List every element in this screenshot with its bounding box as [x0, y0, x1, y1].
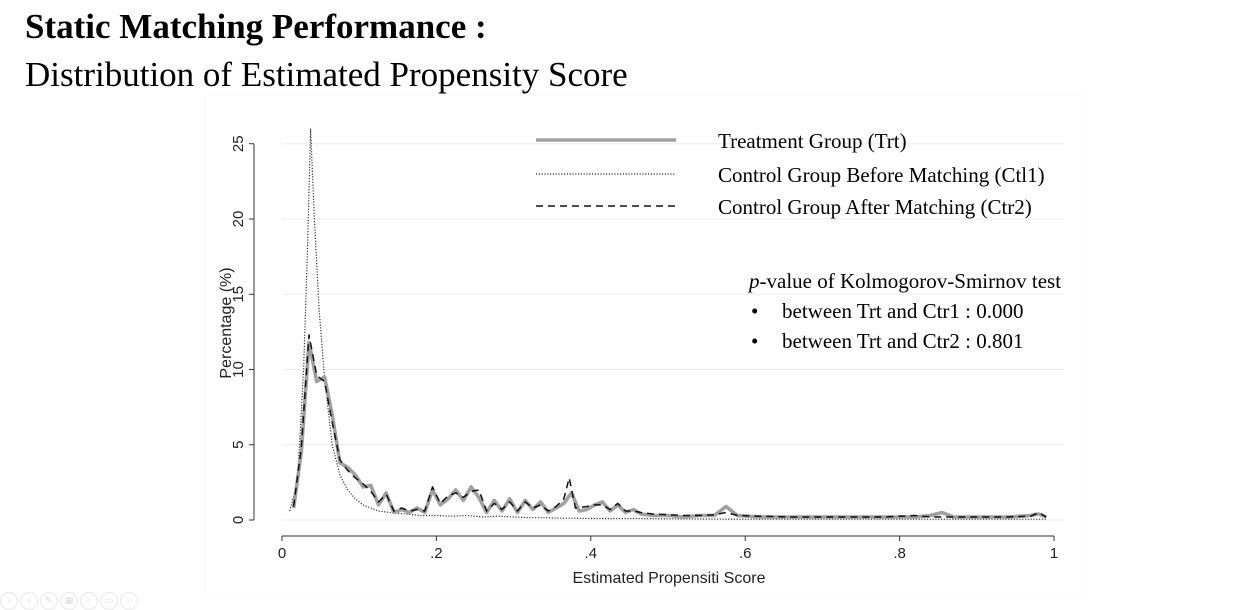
chart-panel: 0 5 10 15 20 25 0 .2 .4 .6 .8 1 Percentage (%) Esti… — [206, 96, 1084, 598]
ks-heading-italic: p — [747, 269, 760, 293]
grid-icon[interactable]: ▦ — [60, 592, 78, 610]
x-tick-label: .4 — [585, 545, 598, 562]
legend-label-control-after: Control Group After Matching (Ctr2) — [718, 195, 1032, 219]
series-lines — [289, 128, 1047, 520]
ks-bullet-marker: • — [751, 299, 758, 323]
y-tick-label: 0 — [230, 516, 247, 524]
presentation-toolbar: ‹ › ✎ ▦ ⌕ ▭ ⋯ — [0, 592, 138, 610]
legend-label-treatment: Treatment Group (Trt) — [718, 129, 907, 153]
y-tick-label: 5 — [230, 441, 247, 449]
x-tick-label: 0 — [278, 545, 286, 562]
previous-icon[interactable]: ‹ — [0, 592, 18, 610]
next-icon[interactable]: › — [20, 592, 38, 610]
slides-icon[interactable]: ▭ — [100, 592, 118, 610]
zoom-icon[interactable]: ⌕ — [80, 592, 98, 610]
y-tick-label: 10 — [230, 361, 247, 378]
ks-result-trt-ctr2: between Trt and Ctr2 : 0.801 — [782, 329, 1024, 353]
chart-legend: Treatment Group (Trt) Control Group Befo… — [536, 129, 1045, 219]
ks-bullet-marker: • — [751, 329, 758, 353]
series-line-solid — [291, 340, 1047, 519]
x-tick-label: .6 — [739, 545, 752, 562]
x-axis-title: Estimated Propensiti Score — [573, 570, 766, 587]
tick-labels: 0 5 10 15 20 25 0 .2 .4 .6 .8 1 — [230, 135, 1058, 562]
ks-heading-rest: -value of Kolmogorov-Smirnov test — [760, 269, 1062, 293]
y-tick-label: 15 — [230, 286, 247, 303]
ks-result-trt-ctr1: between Trt and Ctr1 : 0.000 — [782, 299, 1024, 323]
pen-icon[interactable]: ✎ — [40, 592, 58, 610]
series-line-dotted — [289, 128, 1047, 520]
grid-lines — [282, 143, 1064, 521]
y-tick-label: 20 — [230, 211, 247, 228]
y-axis-title: Percentage (%) — [218, 267, 235, 378]
legend-label-control-before: Control Group Before Matching (Ctl1) — [718, 163, 1045, 187]
x-tick-label: .8 — [893, 545, 906, 562]
series-line-dashed — [292, 334, 1047, 518]
slide-subtitle: Distribution of Estimated Propensity Sco… — [25, 55, 628, 94]
axes — [253, 143, 1054, 537]
x-tick-label: .2 — [430, 545, 443, 562]
more-icon[interactable]: ⋯ — [120, 592, 138, 610]
x-tick-label: 1 — [1050, 545, 1058, 562]
ks-test-heading: p-value of Kolmogorov-Smirnov test — [747, 269, 1061, 293]
y-tick-label: 25 — [230, 135, 247, 152]
propensity-score-chart: 0 5 10 15 20 25 0 .2 .4 .6 .8 1 Percentage (%) Esti… — [218, 128, 1064, 587]
ks-test-annotation: p-value of Kolmogorov-Smirnov test • bet… — [747, 269, 1061, 353]
slide-title: Static Matching Performance : — [25, 7, 487, 46]
